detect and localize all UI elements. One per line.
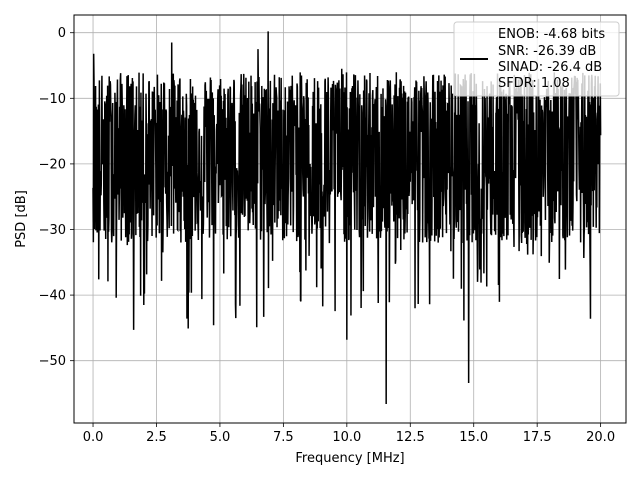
series-group: [92, 31, 602, 404]
y-tick-label: −10: [39, 92, 66, 107]
x-tick-label: 12.5: [396, 430, 425, 445]
legend-box: [453, 21, 620, 97]
y-tick-label: −30: [39, 223, 66, 238]
y-tick-label: 0: [58, 26, 66, 41]
legend-text-sinad: SINAD: -26.4 dB: [498, 60, 602, 75]
legend-text-snr: SNR: -26.39 dB: [498, 44, 596, 59]
plot-frame: [73, 14, 627, 424]
legend-text-sfdr: SFDR: 1.08: [498, 76, 570, 91]
x-tick-label: 20.0: [586, 430, 615, 445]
y-tick-label: −50: [39, 354, 66, 369]
x-tick-label: 2.5: [146, 430, 167, 445]
y-axis-label: PSD [dB]: [14, 190, 29, 248]
x-tick-label: 5.0: [210, 430, 231, 445]
legend: ENOB: -4.68 bits SNR: -26.39 dB SINAD: -…: [453, 21, 620, 97]
x-axis-label: Frequency [MHz]: [295, 451, 404, 466]
y-tick-label: −20: [39, 157, 66, 172]
x-tick-label: 15.0: [459, 430, 488, 445]
x-tick-label: 7.5: [273, 430, 294, 445]
y-tick-label: −40: [39, 289, 66, 304]
psd-series-line: [92, 31, 602, 404]
y-axis-ticks: 0 −10 −20 −30 −40 −50: [39, 26, 74, 369]
x-tick-label: 17.5: [523, 430, 552, 445]
x-tick-label: 10.0: [332, 430, 361, 445]
x-axis-ticks: 0.0 2.5 5.0 7.5 10.0 12.5 15.0 17.5 20.0: [83, 423, 615, 445]
legend-text-enob: ENOB: -4.68 bits: [498, 27, 605, 42]
x-tick-label: 0.0: [83, 430, 104, 445]
